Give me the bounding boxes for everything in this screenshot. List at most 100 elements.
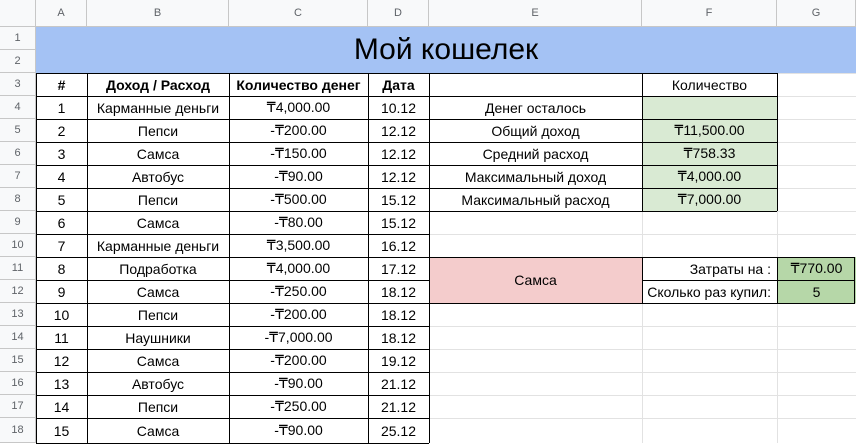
row-header-3[interactable]: 3 bbox=[0, 73, 36, 96]
row-header-11[interactable]: 11 bbox=[0, 257, 36, 280]
col-date-header[interactable]: Дата bbox=[382, 76, 415, 93]
row-header-8[interactable]: 8 bbox=[0, 188, 36, 211]
cell-date[interactable]: 12.12 bbox=[380, 145, 417, 162]
row-header-4[interactable]: 4 bbox=[0, 96, 36, 119]
column-header-c[interactable]: C bbox=[229, 0, 368, 27]
cell-item[interactable]: Карманные деньги bbox=[96, 237, 220, 254]
cell-date[interactable]: 21.12 bbox=[380, 398, 417, 415]
cell-num[interactable]: 5 bbox=[57, 191, 66, 208]
lookup-count-value[interactable]: 5 bbox=[777, 280, 856, 303]
cell-amount[interactable]: -₸7,000.00 bbox=[264, 329, 333, 345]
cell-amount[interactable]: -₸250.00 bbox=[270, 398, 327, 414]
row-header-9[interactable]: 9 bbox=[0, 211, 36, 234]
cell-amount[interactable]: ₸3,500.00 bbox=[266, 237, 331, 253]
row-header-13[interactable]: 13 bbox=[0, 303, 36, 326]
cell-num[interactable]: 2 bbox=[57, 122, 66, 139]
cell-date[interactable]: 17.12 bbox=[380, 260, 417, 277]
summary-label[interactable]: Максимальный доход bbox=[464, 168, 607, 185]
cell-item[interactable]: Самса bbox=[136, 422, 180, 439]
cell-item[interactable]: Автобус bbox=[131, 168, 185, 185]
cell-date[interactable]: 21.12 bbox=[380, 375, 417, 392]
cell-amount[interactable]: ₸4,000.00 bbox=[266, 99, 331, 115]
cell-amount[interactable]: -₸90.00 bbox=[274, 422, 323, 438]
column-header-a[interactable]: A bbox=[36, 0, 87, 27]
summary-value[interactable]: ₸7,000.00 bbox=[642, 188, 777, 211]
row-header-7[interactable]: 7 bbox=[0, 165, 36, 188]
cell-item[interactable]: Автобус bbox=[131, 375, 185, 392]
cell-date[interactable]: 25.12 bbox=[380, 422, 417, 439]
cell-item[interactable]: Пепси bbox=[137, 122, 179, 139]
cell-num[interactable]: 6 bbox=[57, 214, 66, 231]
cell-num[interactable]: 7 bbox=[57, 237, 66, 254]
row-header-15[interactable]: 15 bbox=[0, 349, 36, 372]
cell-date[interactable]: 18.12 bbox=[380, 283, 417, 300]
cell-num[interactable]: 4 bbox=[57, 168, 66, 185]
cell-num[interactable]: 3 bbox=[57, 145, 66, 162]
cell-item[interactable]: Пепси bbox=[137, 306, 179, 323]
cell-num[interactable]: 13 bbox=[53, 375, 70, 392]
row-header-6[interactable]: 6 bbox=[0, 142, 36, 165]
cell-date[interactable]: 16.12 bbox=[380, 237, 417, 254]
row-header-2[interactable]: 2 bbox=[0, 50, 36, 73]
row-header-5[interactable]: 5 bbox=[0, 119, 36, 142]
row-header-12[interactable]: 12 bbox=[0, 280, 36, 303]
summary-header[interactable]: Количество bbox=[671, 76, 748, 93]
cell-item[interactable]: Карманные деньги bbox=[96, 99, 220, 116]
row-header-14[interactable]: 14 bbox=[0, 326, 36, 349]
summary-value[interactable] bbox=[642, 96, 777, 119]
cell-num[interactable]: 15 bbox=[53, 422, 70, 439]
cell-amount[interactable]: -₸90.00 bbox=[274, 375, 323, 391]
column-header-f[interactable]: F bbox=[642, 0, 777, 27]
cell-amount[interactable]: -₸200.00 bbox=[270, 306, 327, 322]
cell-amount[interactable]: -₸90.00 bbox=[274, 168, 323, 184]
summary-value[interactable]: ₸11,500.00 bbox=[642, 119, 777, 142]
cell-num[interactable]: 14 bbox=[53, 398, 70, 415]
cell-amount[interactable]: ₸4,000.00 bbox=[266, 260, 331, 276]
cell-num[interactable]: 12 bbox=[53, 352, 70, 369]
cell-date[interactable]: 18.12 bbox=[380, 306, 417, 323]
cell-date[interactable]: 12.12 bbox=[380, 168, 417, 185]
cell-item[interactable]: Самса bbox=[136, 214, 180, 231]
summary-label[interactable]: Общий доход bbox=[491, 122, 580, 139]
cell-amount[interactable]: -₸80.00 bbox=[274, 214, 323, 230]
cell-date[interactable]: 15.12 bbox=[380, 191, 417, 208]
cell-date[interactable]: 15.12 bbox=[380, 214, 417, 231]
column-header-g[interactable]: G bbox=[777, 0, 856, 27]
cell-date[interactable]: 12.12 bbox=[380, 122, 417, 139]
cell-amount[interactable]: -₸150.00 bbox=[270, 145, 327, 161]
row-header-1[interactable]: 1 bbox=[0, 27, 36, 50]
sheet-title[interactable]: Мой кошелек bbox=[36, 27, 856, 73]
cell-item[interactable]: Пепси bbox=[137, 398, 179, 415]
cell-date[interactable]: 18.12 bbox=[380, 329, 417, 346]
cell-item[interactable]: Самса bbox=[136, 145, 180, 162]
row-header-10[interactable]: 10 bbox=[0, 234, 36, 257]
cell-amount[interactable]: -₸250.00 bbox=[270, 283, 327, 299]
cell-num[interactable]: 10 bbox=[53, 306, 70, 323]
cell-item[interactable]: Самса bbox=[136, 283, 180, 300]
row-header-18[interactable]: 18 bbox=[0, 418, 36, 443]
row-header-16[interactable]: 16 bbox=[0, 372, 36, 395]
select-all-corner[interactable] bbox=[0, 0, 36, 27]
cell-num[interactable]: 9 bbox=[57, 283, 66, 300]
row-header-17[interactable]: 17 bbox=[0, 395, 36, 418]
column-header-e[interactable]: E bbox=[429, 0, 642, 27]
cell-date[interactable]: 10.12 bbox=[380, 99, 417, 116]
summary-label[interactable]: Средний расход bbox=[482, 145, 589, 162]
col-amount-header[interactable]: Количество денег bbox=[236, 76, 361, 93]
lookup-spent-value[interactable]: ₸770.00 bbox=[777, 257, 856, 280]
cell-amount[interactable]: -₸200.00 bbox=[270, 352, 327, 368]
lookup-count-label[interactable]: Сколько раз купил: bbox=[647, 283, 771, 300]
summary-label[interactable]: Максимальный расход bbox=[461, 191, 610, 208]
col-num-header[interactable]: # bbox=[57, 76, 66, 93]
cell-item[interactable]: Наушники bbox=[125, 329, 191, 346]
cell-date[interactable]: 19.12 bbox=[380, 352, 417, 369]
cell-num[interactable]: 11 bbox=[54, 329, 69, 346]
cell-item[interactable]: Пепси bbox=[137, 191, 179, 208]
cell-amount[interactable]: -₸200.00 bbox=[270, 122, 327, 138]
cell-item[interactable]: Подработка bbox=[119, 260, 197, 277]
cell-item[interactable]: Самса bbox=[136, 352, 180, 369]
cell-num[interactable]: 8 bbox=[57, 260, 66, 277]
col-item-header[interactable]: Доход / Расход bbox=[106, 76, 210, 93]
column-header-b[interactable]: B bbox=[87, 0, 229, 27]
summary-value[interactable]: ₸4,000.00 bbox=[642, 165, 777, 188]
